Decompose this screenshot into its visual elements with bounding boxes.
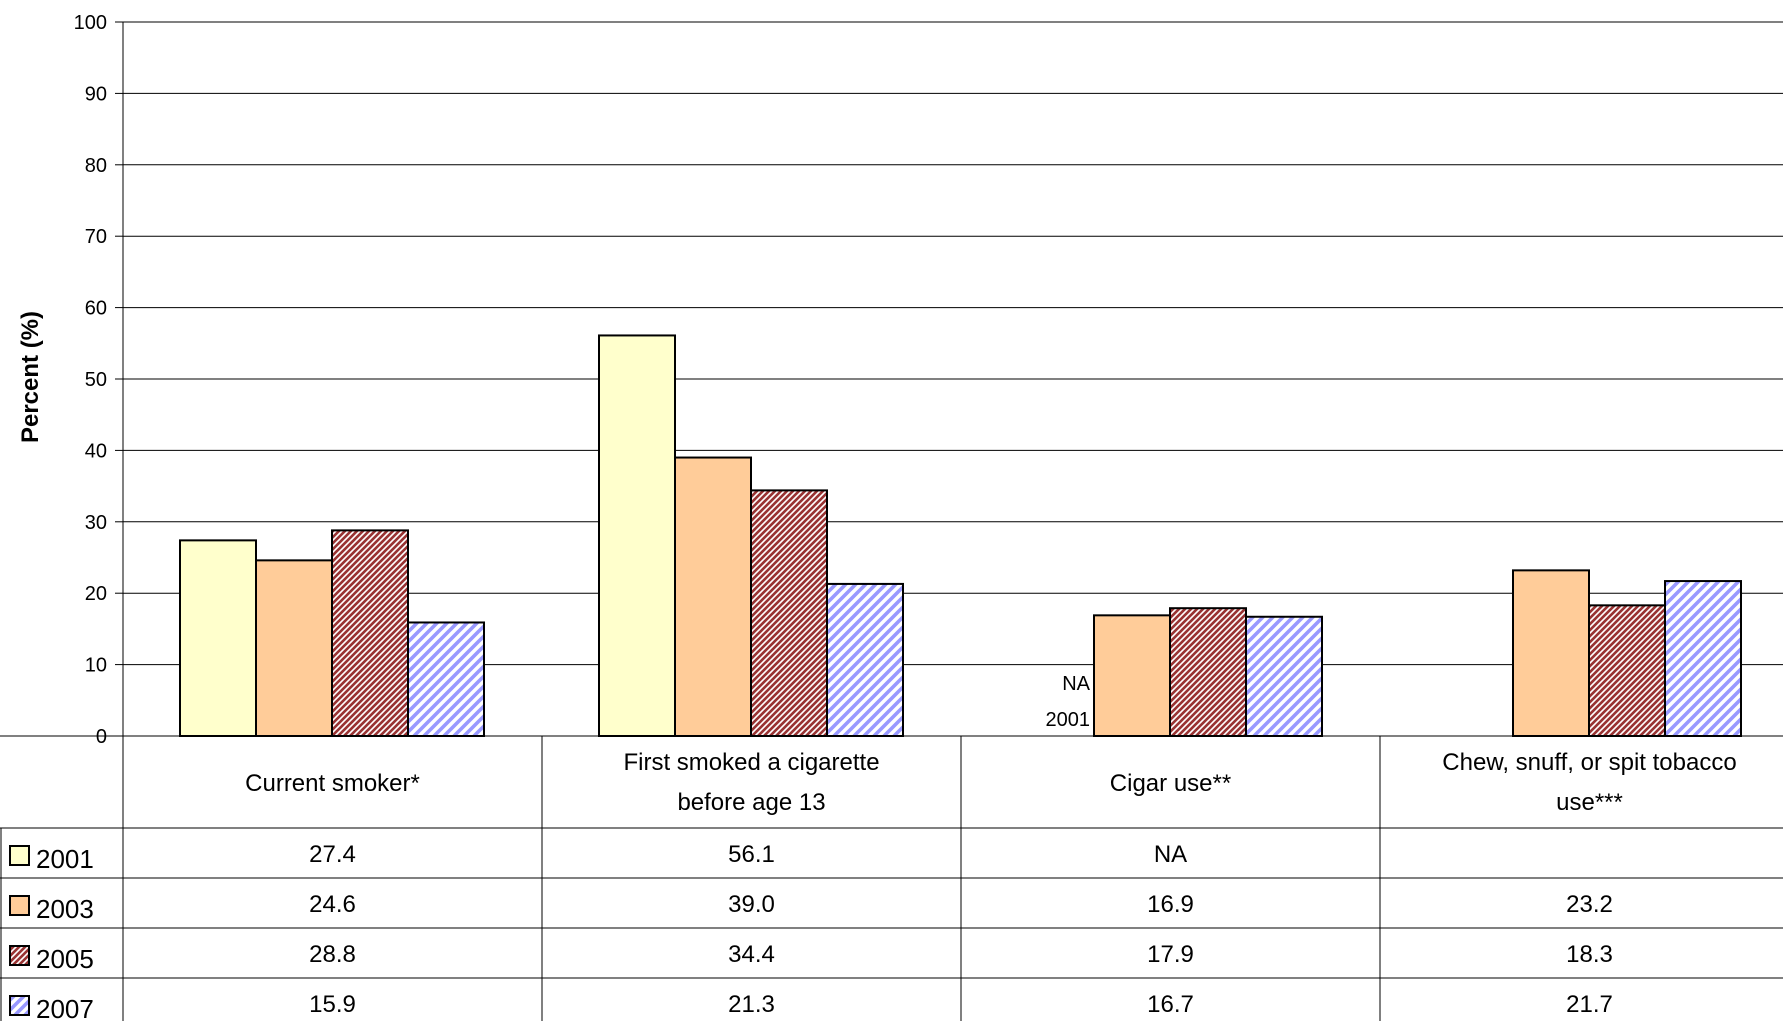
y-tick-label-80: 80	[85, 155, 107, 177]
bar-2003-2	[1093, 614, 1171, 737]
category-label-1-0: First smoked a cigarette	[623, 749, 879, 776]
cell-2005-0: 28.8	[309, 941, 356, 968]
y-tick-label-30: 30	[85, 512, 107, 534]
cell-2005-2: 17.9	[1147, 941, 1194, 968]
y-axis-title: Percent (%)	[17, 311, 44, 443]
y-tick-label-70: 70	[85, 226, 107, 248]
cell-2007-0: 15.9	[309, 991, 356, 1018]
cell-2003-1: 39.0	[728, 891, 775, 918]
bar-2001-0	[179, 539, 257, 738]
axes: 0 10 20 30 40 50 60 70 80 90 100	[74, 12, 124, 1021]
category-label-2-0: Cigar use**	[1110, 770, 1231, 797]
legend-label-2003: 2003	[36, 894, 94, 924]
bar-2005-3	[1588, 604, 1666, 738]
y-tick-label-40: 40	[85, 440, 107, 462]
legend-label-2005: 2005	[36, 944, 94, 974]
bar-2003-0	[255, 559, 333, 738]
legend-key-2005	[9, 945, 30, 966]
y-tick-label-100: 100	[74, 12, 107, 34]
cell-2001-2: NA	[1154, 841, 1187, 868]
bar-2007-2	[1245, 615, 1323, 738]
y-tick-label-50: 50	[85, 369, 107, 391]
cell-2007-1: 21.3	[728, 991, 775, 1018]
bar-2003-3	[1512, 569, 1590, 737]
cell-2005-1: 34.4	[728, 941, 775, 968]
y-tick-label-10: 10	[85, 655, 107, 677]
data-table: Current smoker* First smoked a cigarette b…	[0, 735, 1783, 1021]
bars: NA 2001	[179, 334, 1742, 738]
bar-2005-1	[750, 489, 828, 737]
bar-2007-0	[407, 621, 485, 737]
legend-key-2001	[9, 845, 30, 866]
na-annotation-line-1: 2001	[1046, 709, 1091, 731]
cell-2005-3: 18.3	[1566, 941, 1613, 968]
cell-2003-3: 23.2	[1566, 891, 1613, 918]
legend-key-2007	[9, 995, 30, 1016]
cell-2007-2: 16.7	[1147, 991, 1194, 1018]
y-tick-label-20: 20	[85, 583, 107, 605]
legend-key-2003	[9, 895, 30, 916]
category-label-3-1: use***	[1556, 789, 1623, 816]
bar-2007-3	[1664, 580, 1742, 738]
legend-label-2001: 2001	[36, 844, 94, 874]
bar-2007-1	[826, 582, 904, 738]
cell-2003-2: 16.9	[1147, 891, 1194, 918]
bar-2001-1	[598, 334, 676, 737]
cell-2001-1: 56.1	[728, 841, 775, 868]
na-annotation-line-0: NA	[1062, 673, 1090, 695]
y-tick-label-0: 0	[96, 726, 107, 748]
category-label-3-0: Chew, snuff, or spit tobacco	[1442, 749, 1736, 776]
y-tick-label-60: 60	[85, 298, 107, 320]
cell-2003-0: 24.6	[309, 891, 356, 918]
y-tick-label-90: 90	[85, 83, 107, 105]
legend-label-2007: 2007	[36, 994, 94, 1021]
category-label-1-1: before age 13	[677, 789, 825, 816]
cell-2001-0: 27.4	[309, 841, 356, 868]
bar-2005-0	[331, 529, 409, 737]
bar-2005-2	[1169, 607, 1247, 737]
cell-2007-3: 21.7	[1566, 991, 1613, 1018]
bar-2003-1	[674, 456, 752, 737]
category-label-0-0: Current smoker*	[245, 770, 420, 797]
